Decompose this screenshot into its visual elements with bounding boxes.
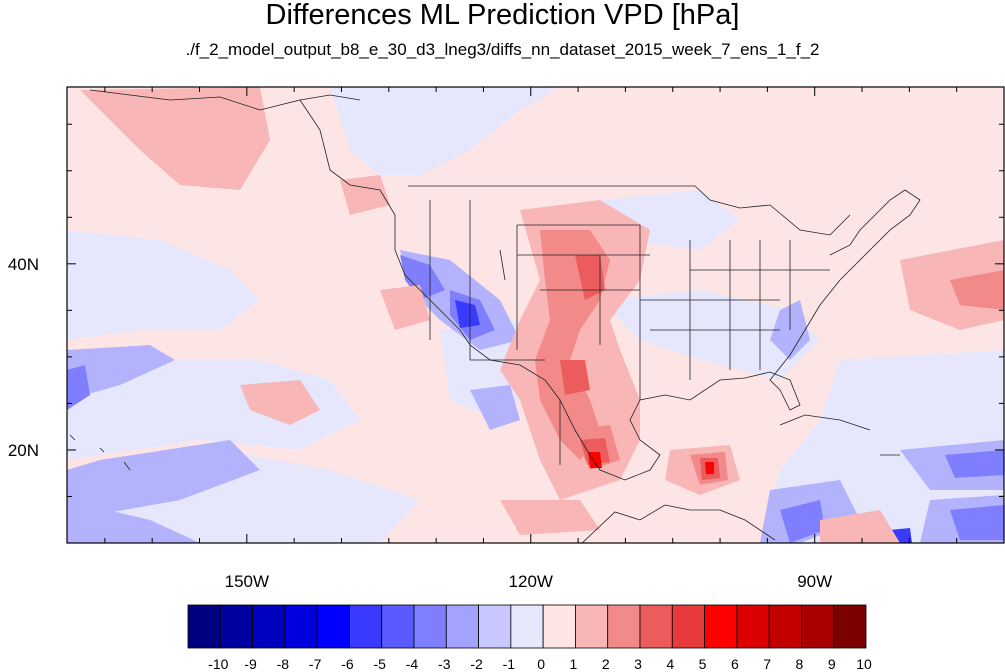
colorbar-swatch <box>833 604 867 649</box>
axis-ticks <box>67 87 1005 544</box>
colorbar-swatch <box>542 604 576 649</box>
colorbar-swatch <box>639 604 673 649</box>
colorbar: -10 -9 -8 -7 -6 -5 -4 -3 -2 -1 0 1 2 3 4 5 6 7 8 9 10 <box>187 604 872 672</box>
colorbar-swatch <box>607 604 641 649</box>
colorbar-swatch <box>445 604 479 649</box>
colorbar-swatch <box>671 604 705 649</box>
field-hot-red <box>588 452 714 474</box>
colorbar-label: 5 <box>699 656 707 672</box>
colorbar-swatch <box>284 604 318 649</box>
colorbar-label: -6 <box>341 656 354 672</box>
colorbar-swatch <box>349 604 383 649</box>
colorbar-label: 7 <box>763 656 771 672</box>
y-tick-labels: 40N 20N <box>8 255 39 460</box>
colorbar-swatch <box>219 604 253 649</box>
colorbar-swatch <box>510 604 544 649</box>
colorbar-swatch <box>704 604 738 649</box>
x-tick-label: 90W <box>797 572 832 591</box>
y-tick-label: 40N <box>8 255 39 274</box>
colorbar-label: -3 <box>438 656 451 672</box>
colorbar-swatch <box>187 604 221 649</box>
colorbar-label: 0 <box>537 656 545 672</box>
colorbar-label: 10 <box>856 656 872 672</box>
colorbar-swatch <box>736 604 770 649</box>
y-tick-label: 20N <box>8 441 39 460</box>
colorbar-label: 3 <box>634 656 642 672</box>
colorbar-swatch <box>413 604 447 649</box>
colorbar-label: -10 <box>208 656 228 672</box>
field-strong-red <box>560 255 720 480</box>
colorbar-label: -1 <box>503 656 516 672</box>
coastline <box>69 89 921 543</box>
x-tick-label: 150W <box>225 572 269 591</box>
colorbar-label: 8 <box>796 656 804 672</box>
colorbar-label: 6 <box>731 656 739 672</box>
colorbar-swatch <box>381 604 415 649</box>
x-tick-label: 120W <box>509 572 553 591</box>
colorbar-label: -8 <box>277 656 290 672</box>
colorbar-label: 4 <box>666 656 674 672</box>
map-subtitle: ./f_2_model_output_b8_e_30_d3_lneg3/diff… <box>185 40 820 59</box>
map-frame <box>66 86 1005 544</box>
colorbar-label: 9 <box>828 656 836 672</box>
colorbar-swatch <box>575 604 609 649</box>
map-title: Differences ML Prediction VPD [hPa] <box>265 0 740 31</box>
colorbar-label: -9 <box>244 656 257 672</box>
colorbar-swatch <box>801 604 835 649</box>
colorbar-swatch <box>768 604 802 649</box>
colorbar-swatch <box>478 604 512 649</box>
map-field <box>67 87 1004 543</box>
field-mid-blue <box>67 255 1004 543</box>
colorbar-label: 1 <box>570 656 578 672</box>
colorbar-label: -5 <box>373 656 386 672</box>
colorbar-label: -2 <box>470 656 483 672</box>
x-tick-labels: 150W 120W 90W <box>225 572 833 591</box>
colorbar-swatch <box>316 604 350 649</box>
colorbar-label: 2 <box>602 656 610 672</box>
colorbar-swatch <box>252 604 286 649</box>
colorbar-label: -4 <box>406 656 419 672</box>
colorbar-label: -7 <box>309 656 322 672</box>
